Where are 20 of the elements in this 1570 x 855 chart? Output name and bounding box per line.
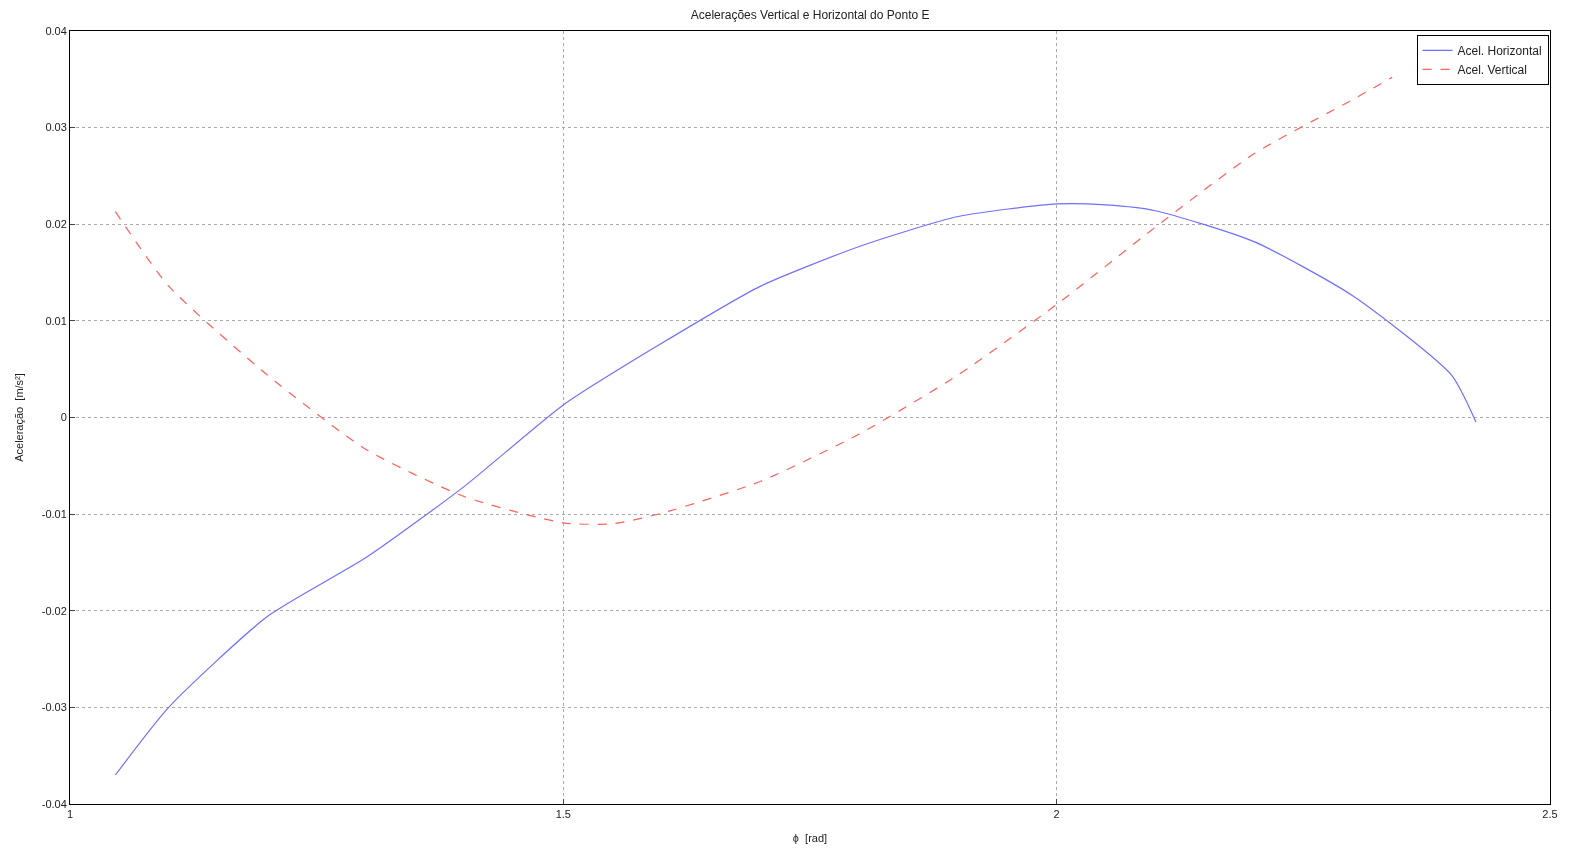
x-axis-title: ϕ [rad]	[792, 832, 828, 845]
x-tick-label: 1.5	[555, 808, 571, 821]
y-tick-label: 0.02	[45, 218, 67, 231]
legend-label: Acel. Vertical	[1457, 63, 1527, 78]
y-tick-label: 0	[60, 411, 67, 424]
y-tick-label: 0.03	[45, 121, 67, 134]
y-tick-label: -0.04	[41, 797, 67, 810]
y-tick-label: -0.02	[41, 604, 67, 617]
line-series	[114, 203, 1477, 776]
chart-title: Acelerações Vertical e Horizontal do Ponto E	[690, 7, 930, 22]
x-tick-label: 2.5	[1542, 808, 1558, 821]
y-tick-label: 0.04	[45, 24, 67, 37]
y-tick-label: -0.01	[41, 507, 67, 520]
legend-label: Acel. Horizontal	[1457, 44, 1542, 59]
y-axis-title: Aceleração [m/s²]	[13, 373, 26, 462]
y-tick-label: -0.03	[41, 701, 67, 714]
y-tick-label: 0.01	[45, 314, 67, 327]
line-series	[114, 76, 1393, 525]
x-tick-label: 2	[1053, 808, 1060, 821]
x-tick-label: 1	[66, 808, 74, 821]
